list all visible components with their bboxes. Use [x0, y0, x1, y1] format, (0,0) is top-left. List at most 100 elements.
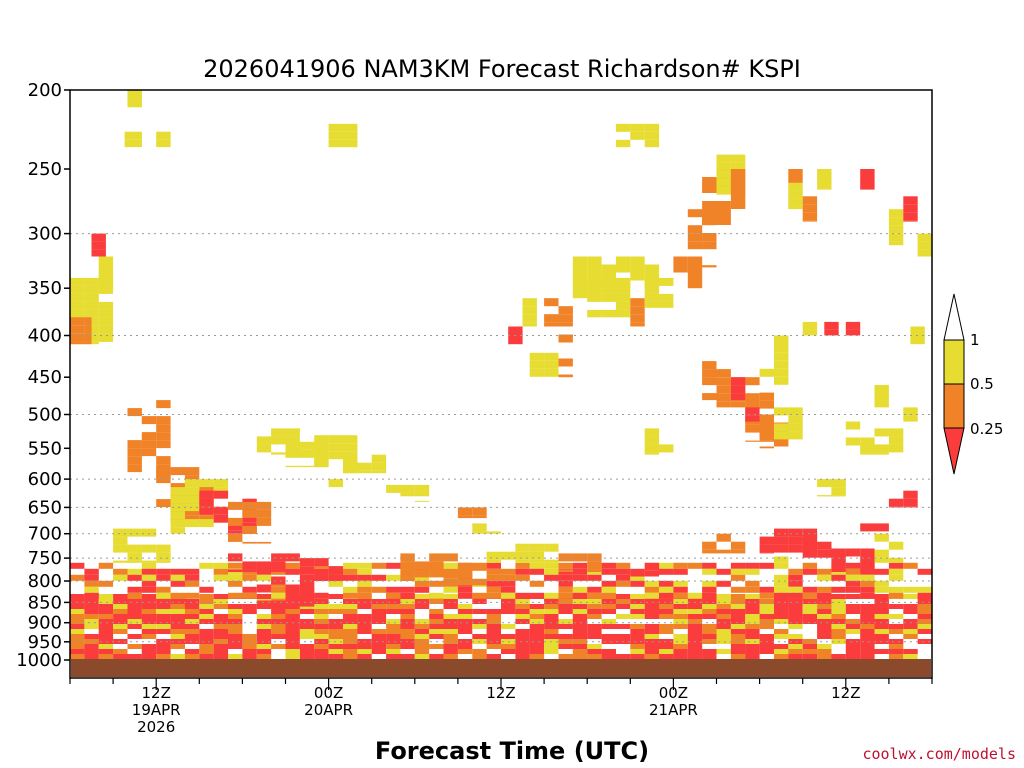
ri-cell-orange — [716, 385, 731, 394]
ri-cell-orange — [845, 568, 861, 575]
ri-cell-orange — [501, 644, 516, 649]
ri-cell-yellow — [845, 421, 861, 430]
ri-cell-red — [802, 614, 818, 619]
ri-cell-orange — [802, 592, 818, 599]
ri-cell-yellow — [141, 574, 157, 581]
ri-cell-red — [328, 624, 343, 629]
ri-cell-yellow — [139, 139, 142, 148]
legend-label-1: 1 — [970, 331, 980, 349]
ri-cell-red — [508, 342, 523, 345]
ri-cell-red — [817, 629, 832, 634]
ri-cell-red — [774, 614, 789, 619]
ri-cell-red — [529, 568, 545, 575]
ri-cell-orange — [759, 400, 774, 409]
ri-cell-red — [486, 629, 501, 634]
ri-cell-yellow — [874, 385, 889, 393]
ri-cell-red — [84, 604, 99, 609]
ri-cell-red — [84, 592, 99, 599]
ri-cell-orange — [127, 448, 142, 457]
ri-cell-orange — [587, 569, 602, 572]
ri-cell-orange — [228, 629, 243, 634]
ri-cell-red — [515, 592, 530, 599]
ri-cell-yellow — [716, 178, 731, 187]
ri-cell-red — [817, 592, 832, 599]
ri-cell-orange — [730, 185, 746, 193]
ri-cell-orange — [113, 629, 128, 634]
ri-cell-yellow — [910, 342, 925, 345]
ri-cell-orange — [802, 196, 818, 205]
ri-cell-red — [443, 644, 458, 649]
ri-cell-red — [170, 614, 185, 619]
ri-cell-orange — [730, 586, 746, 593]
ri-cell-red — [486, 654, 501, 659]
ri-cell-yellow — [70, 309, 85, 318]
ri-cell-orange — [429, 599, 444, 604]
ri-cell-orange — [429, 580, 444, 587]
ri-cell-yellow — [874, 557, 889, 563]
ri-cell-orange — [357, 592, 372, 599]
ri-cell-yellow — [644, 139, 660, 148]
ri-cell-yellow — [615, 123, 631, 132]
ri-cell-red — [802, 533, 818, 542]
ri-cell-red — [156, 644, 171, 649]
ri-cell-red — [242, 569, 257, 572]
ri-cell-red — [228, 553, 243, 562]
ri-cell-yellow — [529, 551, 545, 560]
ri-cell-yellow — [70, 285, 85, 294]
ri-cell-red — [745, 599, 760, 604]
ri-cell-yellow — [903, 594, 918, 599]
ri-cell-red — [759, 536, 774, 545]
ri-cell-orange — [386, 629, 401, 634]
ri-cell-orange — [702, 177, 717, 185]
ri-cell-red — [759, 634, 774, 639]
ri-cell-red — [845, 586, 861, 593]
ri-cell-orange — [687, 280, 703, 289]
ri-cell-red — [558, 580, 573, 587]
ri-cell-orange — [127, 456, 142, 465]
ri-cell-yellow — [673, 634, 688, 639]
ri-cell-red — [299, 619, 315, 624]
ri-cell-yellow — [845, 574, 861, 581]
ri-cell-yellow — [888, 614, 904, 619]
ri-cell-red — [84, 644, 99, 649]
ri-cell-red — [788, 599, 803, 604]
ri-cell-red — [170, 568, 185, 575]
ri-cell-orange — [903, 634, 918, 639]
ri-cell-yellow — [874, 444, 889, 453]
ri-cell-red — [572, 604, 588, 609]
ri-cell-orange — [486, 644, 501, 649]
ri-cell-yellow — [615, 614, 631, 619]
ri-cell-yellow — [615, 285, 631, 294]
ri-cell-orange — [730, 634, 746, 639]
ri-cell-yellow — [774, 351, 789, 353]
ri-cell-red — [141, 599, 157, 604]
ri-cell-red — [845, 639, 861, 644]
ri-cell-yellow — [587, 644, 602, 649]
ri-cell-red — [572, 568, 588, 575]
ri-cell-red — [730, 393, 746, 401]
ri-cell-red — [874, 599, 889, 604]
ri-cell-red — [429, 654, 444, 659]
ri-cell-yellow — [544, 644, 559, 649]
ri-cell-yellow — [98, 285, 114, 294]
ri-cell-yellow — [199, 614, 214, 619]
ri-cell-orange — [457, 578, 473, 586]
ri-cell-yellow — [544, 562, 559, 569]
ri-cell-red — [544, 624, 559, 629]
ri-cell-red — [730, 629, 746, 634]
ri-cell-red — [472, 619, 487, 624]
ri-cell-red — [702, 614, 717, 619]
ri-cell-red — [515, 629, 530, 634]
ri-cell-red — [457, 644, 473, 649]
ri-cell-yellow — [343, 123, 358, 132]
ri-cell-yellow — [601, 272, 616, 281]
ri-cell-yellow — [831, 479, 846, 488]
ri-cell-yellow — [414, 634, 430, 639]
ri-cell-red — [113, 619, 128, 624]
ri-cell-red — [141, 644, 157, 649]
ri-cell-red — [501, 599, 516, 604]
ri-cell-red — [141, 568, 157, 575]
ri-cell-red — [515, 644, 530, 649]
ri-cell-yellow — [256, 436, 272, 445]
